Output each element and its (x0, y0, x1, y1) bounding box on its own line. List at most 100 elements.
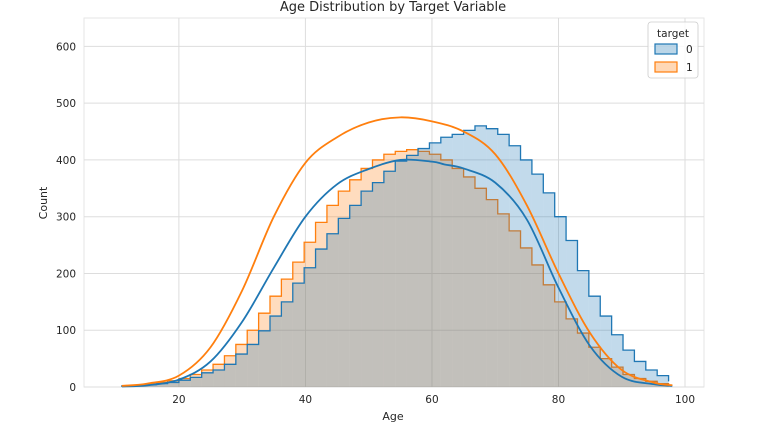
histogram-bar (418, 148, 430, 387)
histogram-bar (338, 218, 350, 387)
histogram-bar (315, 222, 327, 387)
series-0-outline (121, 125, 670, 387)
histogram-bar (543, 284, 555, 387)
histogram-bar (600, 316, 612, 387)
histogram-bar (315, 249, 327, 387)
axes: 20 40 60 80 100 0 100 200 300 400 500 600 (56, 41, 695, 406)
kde-line-1 (121, 116, 673, 387)
histogram-bar (326, 205, 339, 387)
histogram-bar (235, 344, 248, 387)
histogram-bar (156, 382, 168, 387)
histogram-bar (304, 242, 316, 387)
histogram-bar (463, 130, 475, 387)
histogram-bar (497, 213, 510, 387)
y-tick-label: 200 (56, 268, 76, 280)
histogram-bar (156, 383, 168, 387)
histogram-bar (600, 358, 612, 387)
x-tick-label: 20 (172, 394, 185, 406)
histogram-bar (497, 134, 510, 387)
histogram-bar (235, 354, 248, 387)
histogram-bar (247, 344, 259, 387)
histogram-bar (611, 367, 624, 387)
histogram-bar (383, 171, 396, 387)
histogram-bar (361, 168, 373, 387)
legend-swatch-1 (654, 61, 678, 73)
histogram-bar (531, 264, 544, 387)
x-tick-label: 100 (675, 394, 695, 406)
histogram-bar (281, 301, 293, 387)
histogram-bar (509, 145, 521, 387)
histogram-bar (224, 364, 236, 387)
histogram-bar (588, 296, 601, 387)
histogram-bar (292, 262, 305, 387)
y-tick-label: 500 (56, 98, 76, 110)
histogram-bar (486, 128, 498, 387)
histogram-bar (634, 361, 646, 387)
x-tick-label: 80 (552, 394, 565, 406)
histogram-bar (406, 155, 419, 387)
histogram-bar (554, 301, 567, 387)
legend-title: target (657, 28, 689, 40)
y-tick-label: 600 (56, 41, 76, 53)
histogram-bar (645, 369, 658, 387)
histogram-bar (178, 380, 191, 387)
histogram-bar (474, 188, 487, 387)
y-tick-label: 100 (56, 325, 76, 337)
series-0-bars (121, 125, 670, 387)
legend: target 0 1 (647, 21, 699, 79)
x-tick-label: 40 (299, 394, 312, 406)
histogram-bar (372, 182, 384, 387)
histogram-bar (440, 137, 453, 387)
series-1-outline (121, 149, 670, 387)
histogram-bar (201, 372, 214, 387)
histogram-bar (190, 374, 202, 387)
histogram-bar (577, 333, 589, 387)
histogram-bar (349, 179, 362, 387)
histogram-bar (395, 151, 407, 387)
histogram-bar (520, 159, 532, 387)
histogram-bar (429, 142, 441, 387)
chart-title: Age Distribution by Target Variable (280, 0, 506, 15)
histogram-bar (611, 334, 624, 387)
histogram-bar (588, 347, 601, 387)
histogram-bar (167, 380, 179, 387)
histogram-bar (224, 355, 236, 387)
legend-swatch-0 (654, 43, 678, 55)
grid (83, 17, 705, 388)
histogram-bar (281, 279, 293, 387)
histogram-bar (270, 316, 282, 387)
kde-line-0 (121, 158, 673, 388)
histogram-bar (258, 313, 270, 387)
histogram-bar (213, 369, 225, 387)
histogram-bar (304, 267, 316, 387)
plot-area (83, 17, 705, 388)
histogram-bar (144, 384, 157, 387)
histogram-bar (213, 364, 225, 387)
kde-curves (121, 116, 673, 388)
y-tick-label: 0 (69, 382, 76, 394)
histogram-bar (554, 216, 567, 387)
x-tick-label: 60 (425, 394, 438, 406)
histogram-bar (623, 350, 635, 387)
histogram-bar (486, 199, 498, 387)
histogram-bar (190, 377, 202, 387)
histogram-bar (372, 159, 384, 387)
legend-box (647, 21, 699, 79)
histogram-bar (201, 369, 214, 387)
histogram-bar (383, 154, 396, 387)
histogram-bar (657, 375, 669, 387)
histogram-bar (566, 318, 578, 387)
histogram-bar (349, 205, 362, 387)
histogram-bar (270, 296, 282, 387)
histogram-bar (577, 270, 589, 387)
histogram-bar (474, 125, 487, 387)
histogram-bar (338, 191, 350, 387)
histogram-bar (463, 176, 475, 387)
histogram-bar (361, 191, 373, 387)
y-axis-label: Count (37, 186, 50, 219)
histogram-bar (167, 382, 179, 387)
histogram-bar (429, 154, 441, 387)
y-tick-label: 400 (56, 155, 76, 167)
histogram-bar (247, 330, 259, 387)
